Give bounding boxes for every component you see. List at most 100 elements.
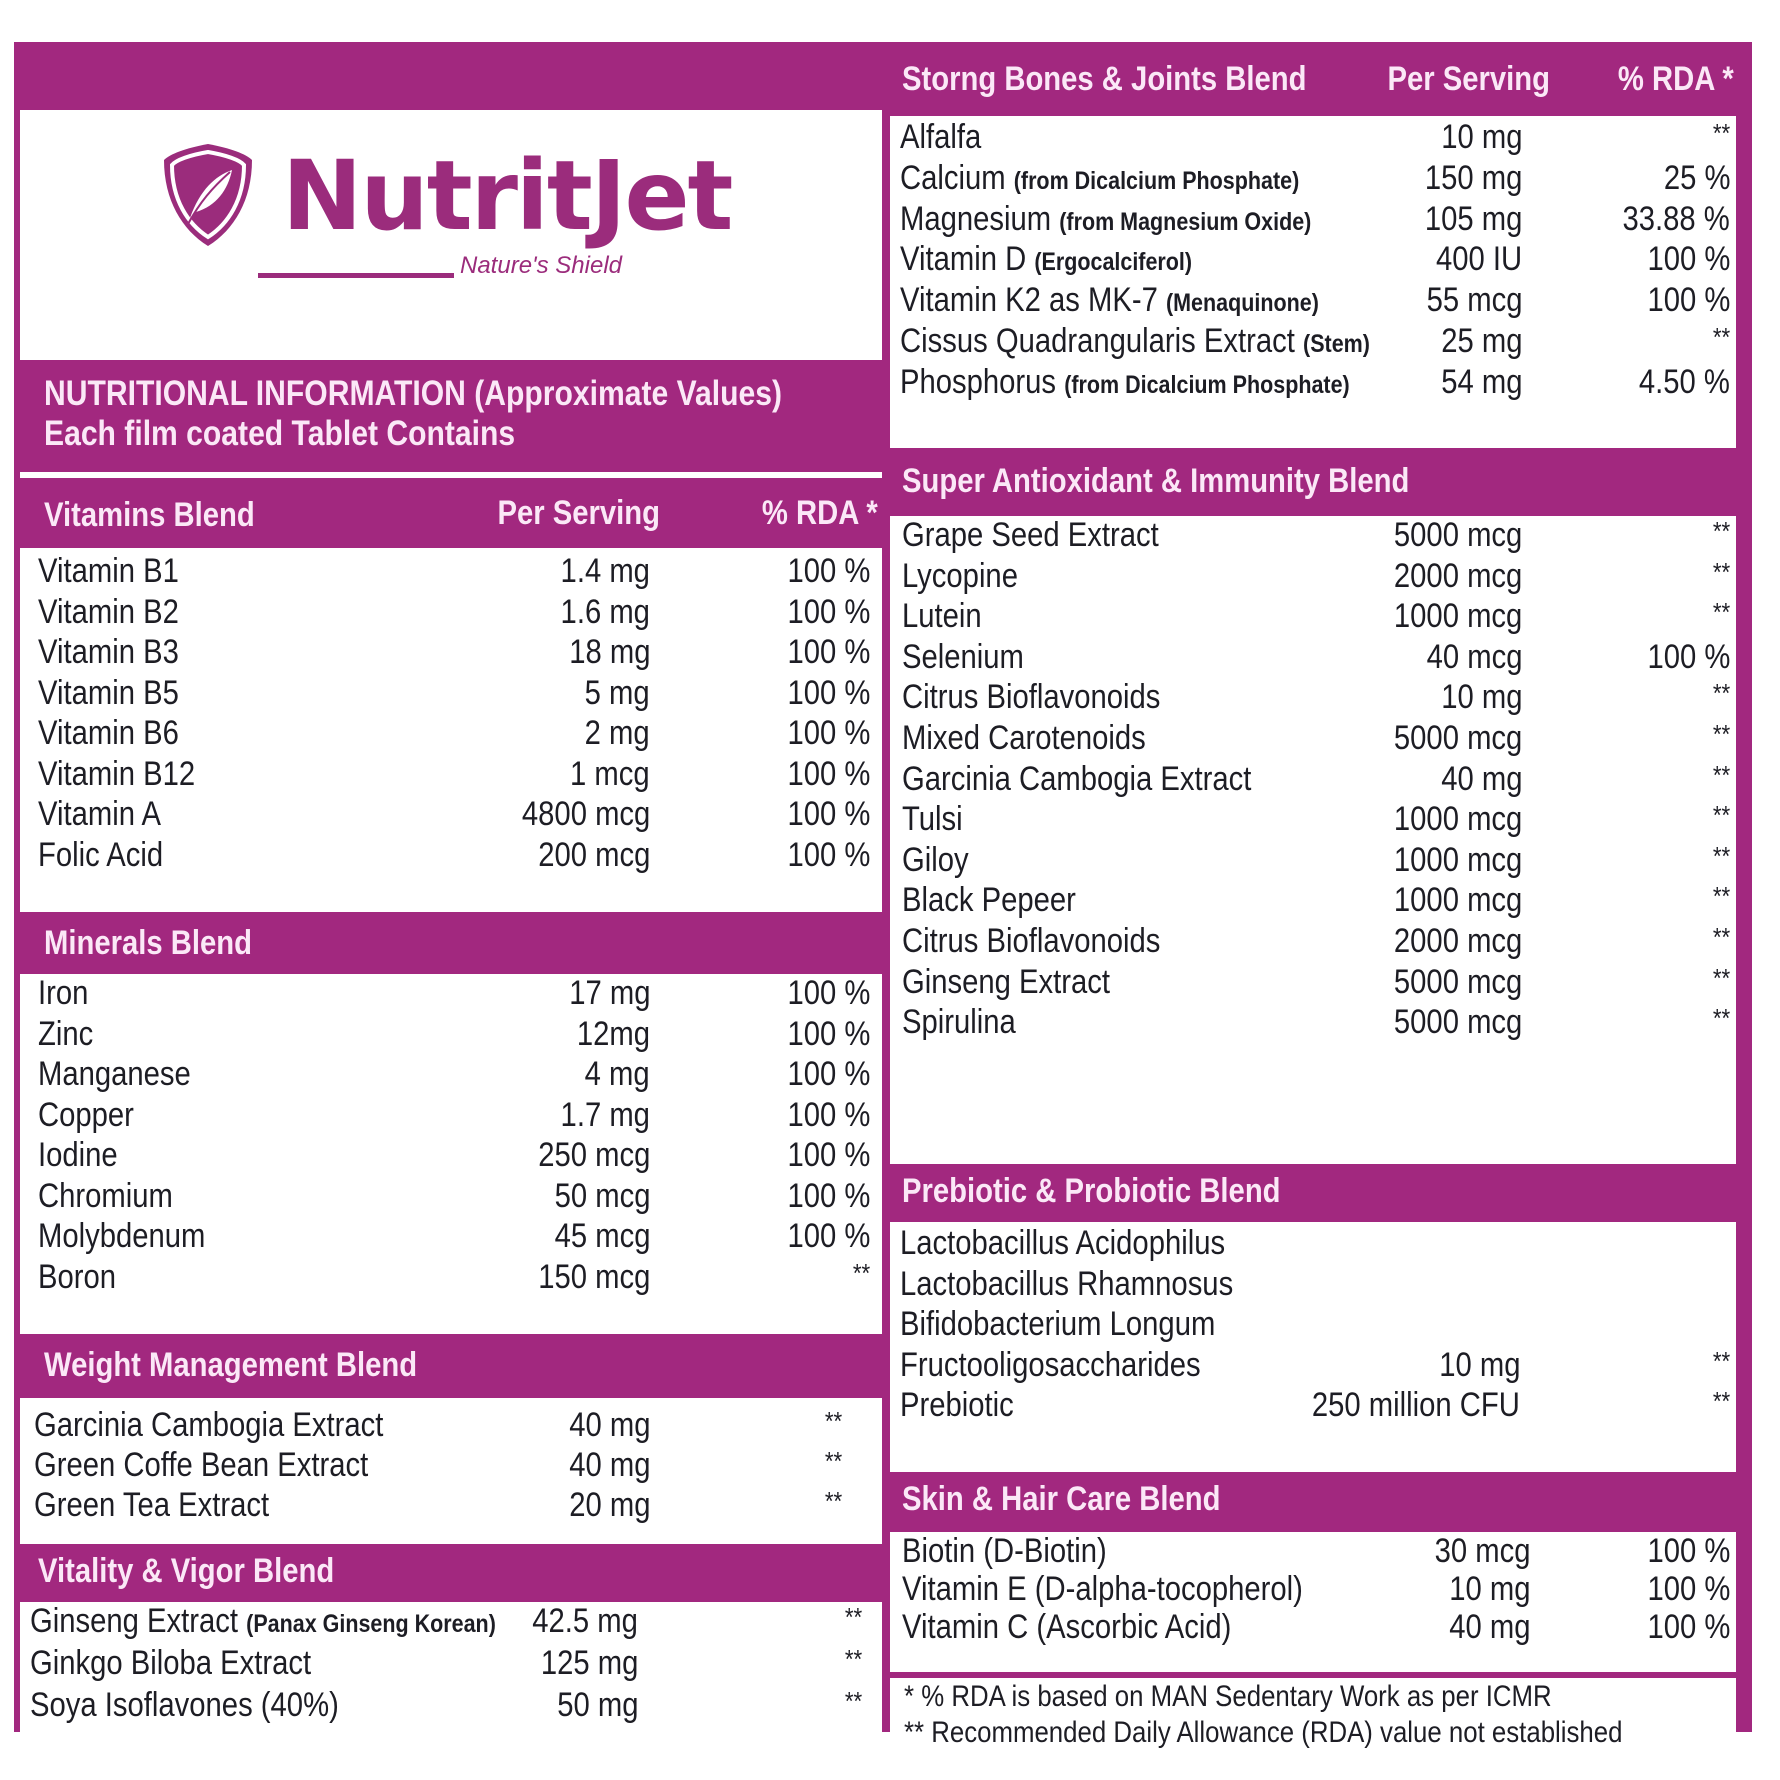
per-serving-amount: 105 mg <box>1424 199 1522 238</box>
section-header-weight: Weight Management Blend <box>20 1334 882 1398</box>
ingredient-row: Vitamin K2 as MK-7 (Menaquinone) 55 mcg 10… <box>890 281 1736 321</box>
ingredient-name: Copper <box>38 1095 134 1134</box>
section-header-vitality: Vitality & Vigor Blend <box>20 1544 882 1602</box>
info-title: NUTRITIONAL INFORMATION (Approximate Val… <box>44 374 783 413</box>
per-serving-amount: 1.4 mg <box>560 552 650 590</box>
per-serving-amount: 2000 mcg <box>1393 922 1522 960</box>
ingredient-row: Zinc 12mg 100 % <box>20 1015 882 1055</box>
ingredient-row: Garcinia Cambogia Extract 40 mg ** <box>890 760 1736 800</box>
ingredient-source: (from Dicalcium Phosphate) <box>1064 370 1350 399</box>
per-serving-amount: 1 mcg <box>570 754 650 793</box>
footnote-rda-basis: * % RDA is based on MAN Sedentary Work a… <box>904 1680 1552 1713</box>
info-subtitle: Each film coated Tablet Contains <box>44 414 516 453</box>
ingredient-row: Calcium (from Dicalcium Phosphate) 150 mg… <box>890 159 1736 199</box>
ingredient-name: Lycopine <box>902 556 1018 595</box>
ingredient-row: Garcinia Cambogia Extract 40 mg ** <box>20 1406 882 1446</box>
ingredient-name: Phosphorus (from Dicalcium Phosphate) <box>900 362 1350 401</box>
ingredient-name: Magnesium (from Magnesium Oxide) <box>900 199 1312 238</box>
ingredient-row: Chromium 50 mcg 100 % <box>20 1177 882 1217</box>
ingredient-name: Biotin (D-Biotin) <box>902 1532 1107 1570</box>
brand-name: NutritJet <box>282 140 733 252</box>
ingredient-name: Garcinia Cambogia Extract <box>34 1406 384 1444</box>
rda-percent: 100 % <box>1647 1608 1730 1646</box>
ingredient-name: Iron <box>38 974 89 1012</box>
rda-percent: ** <box>1712 322 1730 352</box>
nutrition-info-header: NUTRITIONAL INFORMATION (Approximate Val… <box>20 360 882 470</box>
ingredient-row: Vitamin D (Ergocalciferol) 400 IU 100 % <box>890 240 1736 280</box>
ingredient-row: Cissus Quadrangularis Extract (Stem) 25 m… <box>890 322 1736 362</box>
per-serving-amount: 5000 mcg <box>1393 516 1522 554</box>
per-serving-amount: 10 mg <box>1440 118 1522 156</box>
ingredient-row: Fructooligosaccharides 10 mg ** <box>890 1346 1736 1386</box>
per-serving-amount: 200 mcg <box>537 835 650 874</box>
per-serving-amount: 5000 mcg <box>1393 719 1522 757</box>
ingredient-name: Giloy <box>902 840 969 879</box>
ingredient-name: Tulsi <box>902 800 963 839</box>
rda-percent: ** <box>1712 922 1730 952</box>
section-header-vitamins: Vitamins Blend Per Serving % RDA * <box>20 484 882 544</box>
ingredient-name: Folic Acid <box>38 835 164 874</box>
rda-percent: ** <box>844 1686 862 1716</box>
section-body-bones: Alfalfa 10 mg ** Calcium (from Dicalcium Ph… <box>890 116 1736 448</box>
ingredient-row: Iodine 250 mcg 100 % <box>20 1136 882 1176</box>
per-serving-amount: 125 mg <box>540 1644 638 1682</box>
ingredient-row: Soya Isoflavones (40%) 50 mg ** <box>20 1686 882 1726</box>
section-header-probiotic: Prebiotic & Probiotic Blend <box>890 1164 1746 1222</box>
ingredient-row: Magnesium (from Magnesium Oxide) 105 mg 33… <box>890 200 1736 240</box>
section-title: Storng Bones & Joints Blend <box>902 60 1307 98</box>
ingredient-name: Vitamin A <box>38 795 161 833</box>
ingredient-row: Phosphorus (from Dicalcium Phosphate) 54 … <box>890 363 1736 403</box>
rda-percent: ** <box>1712 800 1730 831</box>
ingredient-name: Vitamin C (Ascorbic Acid) <box>902 1608 1232 1646</box>
per-serving-amount: 54 mg <box>1440 362 1522 401</box>
ingredient-row: Vitamin B3 18 mg 100 % <box>20 633 882 673</box>
ingredient-row: Biotin (D-Biotin) 30 mcg 100 % <box>890 1532 1736 1572</box>
per-serving-amount: 42.5 mg <box>532 1602 638 1640</box>
per-serving-label: Per Serving <box>1387 60 1550 98</box>
ingredient-name: Vitamin B1 <box>38 552 179 590</box>
section-title: Weight Management Blend <box>44 1346 418 1384</box>
footnote-rda-not-established: ** Recommended Daily Allowance (RDA) val… <box>904 1716 1623 1749</box>
ingredient-row: Lycopine 2000 mcg ** <box>890 557 1736 597</box>
ingredient-row: Alfalfa 10 mg ** <box>890 118 1736 158</box>
ingredient-row: Copper 1.7 mg 100 % <box>20 1096 882 1136</box>
brand-tagline: Nature's Shield <box>460 252 622 279</box>
rda-percent: ** <box>1712 962 1730 993</box>
ingredient-source: (Panax Ginseng Korean) <box>246 1610 496 1638</box>
ingredient-name: Manganese <box>38 1055 191 1093</box>
leaf-shield-icon <box>164 144 252 246</box>
rda-percent: ** <box>844 1644 862 1674</box>
rda-percent: 100 % <box>1647 281 1730 320</box>
section-body-skin: Biotin (D-Biotin) 30 mcg 100 % Vitamin E (D… <box>890 1532 1736 1672</box>
section-title: Prebiotic & Probiotic Blend <box>902 1172 1281 1210</box>
ingredient-row: Vitamin B6 2 mg 100 % <box>20 714 882 754</box>
section-body-weight: Garcinia Cambogia Extract 40 mg ** Green Co… <box>20 1398 882 1544</box>
per-serving-amount: 4800 mcg <box>521 795 650 833</box>
ingredient-row: Ginkgo Biloba Extract 125 mg ** <box>20 1644 882 1684</box>
section-body-vitality: Ginseng Extract (Panax Ginseng Korean) 42… <box>20 1602 882 1740</box>
ingredient-row: Spirulina 5000 mcg ** <box>890 1003 1736 1043</box>
rda-percent: ** <box>1712 719 1730 749</box>
footnotes-panel: * % RDA is based on MAN Sedentary Work a… <box>890 1678 1736 1764</box>
rda-percent: 100 % <box>787 1176 870 1215</box>
section-title: Minerals Blend <box>44 924 252 962</box>
per-serving-amount: 5000 mcg <box>1393 962 1522 1001</box>
rda-percent: ** <box>824 1486 842 1516</box>
ingredient-name: Vitamin B12 <box>38 754 196 793</box>
per-serving-amount: 50 mcg <box>554 1176 650 1215</box>
per-serving-amount: 40 mcg <box>1426 637 1522 676</box>
rda-percent: ** <box>1712 840 1730 871</box>
rda-percent: ** <box>1712 678 1730 709</box>
rda-percent: 4.50 % <box>1638 362 1730 401</box>
per-serving-amount: 1000 mcg <box>1393 840 1522 879</box>
rda-percent: 25 % <box>1663 158 1730 197</box>
ingredient-row: Vitamin B12 1 mcg 100 % <box>20 755 882 795</box>
ingredient-name: Boron <box>38 1257 117 1296</box>
ingredient-name: Vitamin K2 as MK-7 (Menaquinone) <box>900 281 1319 320</box>
section-body-vitamins: Vitamin B1 1.4 mg 100 % Vitamin B2 1.6 mg 100… <box>20 548 882 912</box>
ingredient-row: Vitamin B5 5 mg 100 % <box>20 674 882 714</box>
section-body-minerals: Iron 17 mg 100 % Zinc 12mg 100 % Manganese 4 mg… <box>20 974 882 1334</box>
ingredient-name: Ginseng Extract (Panax Ginseng Korean) <box>30 1602 496 1640</box>
per-serving-amount: 40 mg <box>1440 759 1522 798</box>
rda-percent: 100 % <box>787 835 870 874</box>
